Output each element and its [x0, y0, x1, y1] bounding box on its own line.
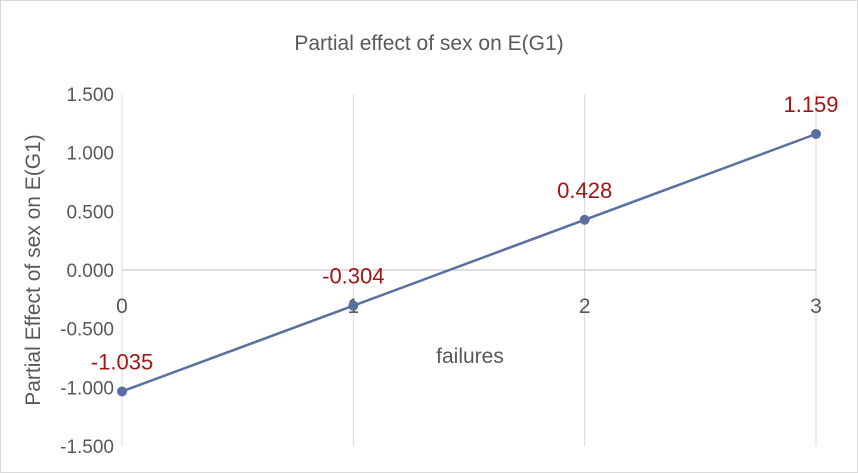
- y-tick-label: 1.000: [66, 144, 114, 165]
- series-line: [121, 132, 817, 393]
- y-tick-label: -1.500: [60, 437, 114, 458]
- x-tick-labels: 0123: [116, 295, 822, 318]
- y-tick-label: 1.500: [66, 85, 114, 106]
- y-tick-label: 0.000: [66, 261, 114, 282]
- data-label: 1.159: [783, 92, 838, 117]
- data-label: -0.304: [322, 264, 384, 289]
- x-tick-label: 3: [810, 295, 822, 318]
- data-points: [117, 129, 821, 397]
- x-axis-title: failures: [436, 345, 504, 368]
- data-point: [811, 129, 821, 140]
- y-tick-label: 0.500: [66, 202, 114, 223]
- y-axis-title: Partial Effect of sex on E(G1): [22, 134, 45, 406]
- x-tick-label: 2: [579, 295, 591, 318]
- y-tick-label: -1.000: [60, 378, 114, 399]
- data-label: 0.428: [557, 178, 612, 203]
- data-point: [117, 386, 127, 397]
- data-label: -1.035: [91, 349, 153, 374]
- chart-title: Partial effect of sex on E(G1): [294, 32, 563, 55]
- data-labels: -1.035 -0.304 0.428 1.159: [91, 92, 839, 374]
- data-point: [348, 300, 359, 311]
- y-tick-label: -0.500: [60, 320, 114, 341]
- x-tick-label: 0: [116, 295, 128, 318]
- data-point: [579, 214, 590, 225]
- y-tick-labels: 1.500 1.000 0.500 0.000 -0.500 -1.000 -1.500: [60, 85, 114, 458]
